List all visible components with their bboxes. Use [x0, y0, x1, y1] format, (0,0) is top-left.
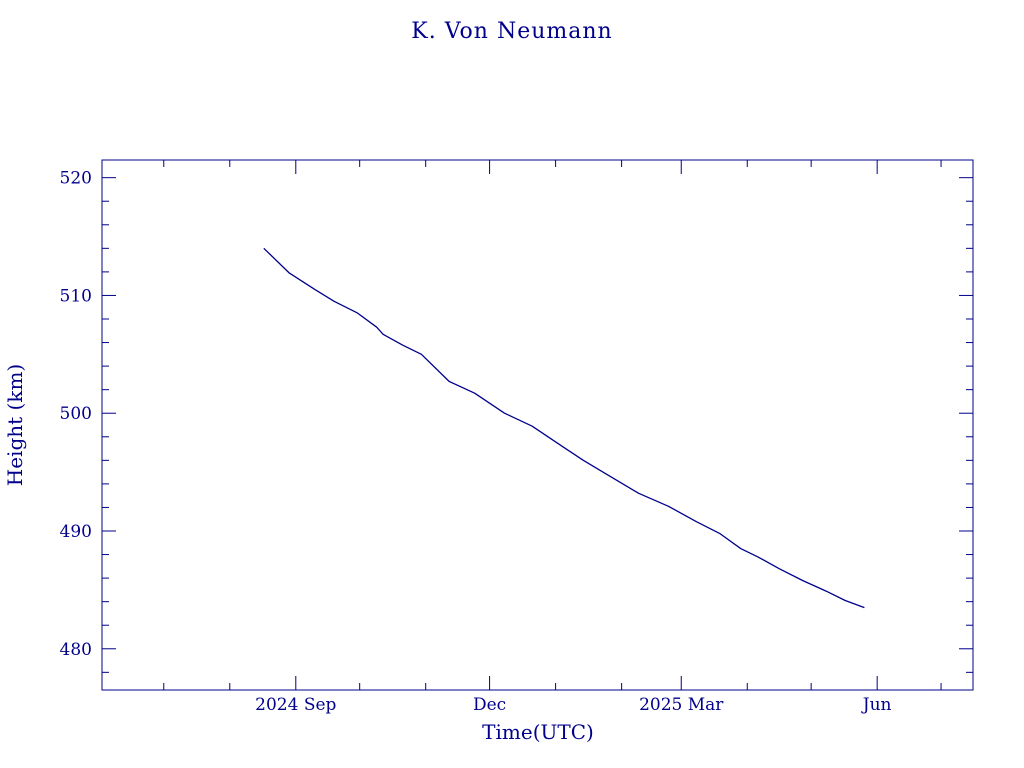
- x-axis-ticks: [163, 160, 942, 690]
- y-axis-tick-labels: 480 490 500 510 520: [60, 169, 92, 660]
- x-axis-tick-labels: 2024 Sep Dec 2025 Mar Jun: [255, 695, 891, 715]
- y-axis-ticks: [102, 177, 973, 673]
- data-series: [263, 247, 865, 609]
- y-tick-label: 510: [60, 286, 92, 306]
- y-tick-label: 490: [60, 522, 92, 542]
- y-tick-label: 520: [60, 169, 92, 189]
- x-tick-label: 2025 Mar: [639, 695, 724, 715]
- x-tick-label: Jun: [861, 695, 892, 715]
- x-tick-label: 2024 Sep: [255, 695, 336, 715]
- y-tick-label: 500: [60, 404, 92, 424]
- x-tick-label: Dec: [473, 695, 506, 715]
- y-axis-label: Height (km): [3, 364, 27, 486]
- plot-frame: [101, 159, 974, 691]
- chart-title: K. Von Neumann: [411, 19, 612, 44]
- y-tick-label: 480: [60, 640, 92, 660]
- height-series-line: [263, 247, 865, 609]
- x-axis-label: Time(UTC): [482, 720, 594, 744]
